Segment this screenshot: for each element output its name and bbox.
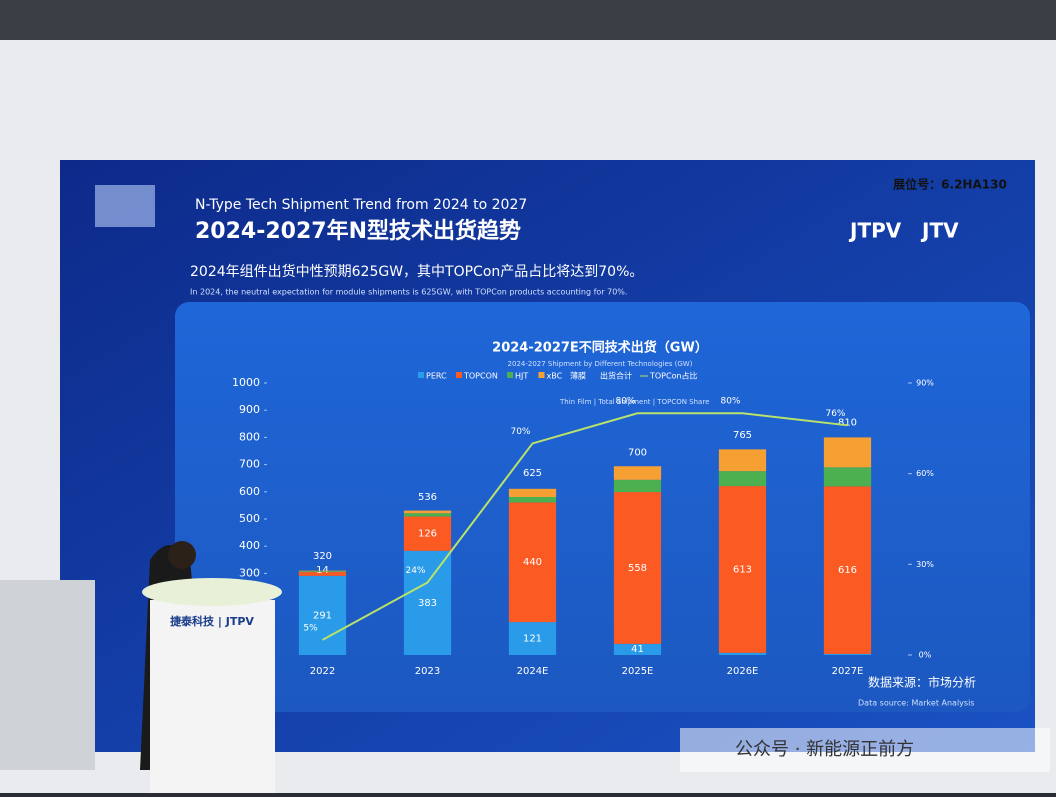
chart-panel <box>175 302 1030 712</box>
value-label: 126 <box>418 529 437 540</box>
y2-tick-label: 60% <box>916 469 934 478</box>
bar-segment <box>298 570 347 572</box>
booth: 展位号：6.2HA130 <box>893 177 1007 192</box>
total-label: 536 <box>418 492 437 503</box>
y-tick-label: 500 <box>239 512 260 525</box>
bar-segment <box>718 652 767 655</box>
y2-tick-label: 30% <box>916 560 934 569</box>
bar-segment <box>613 643 662 655</box>
total-label: 700 <box>628 448 647 459</box>
share-label: 70% <box>510 427 530 437</box>
value-label: 14 <box>316 565 329 576</box>
value-label: 383 <box>418 598 437 609</box>
title-en: N-Type Tech Shipment Trend from 2024 to … <box>195 197 527 213</box>
bar-segment <box>823 437 872 468</box>
x-tick-label: 2025E <box>622 666 654 677</box>
x-tick-label: 2026E <box>727 666 759 677</box>
bar-segment <box>298 572 347 576</box>
bar-segment <box>718 471 767 487</box>
y-tick-label: 800 <box>239 430 260 443</box>
flowers <box>142 578 282 606</box>
legend-label: TOPCon占比 <box>649 371 698 381</box>
bar-segment <box>403 510 452 514</box>
share-label: 5% <box>303 623 318 633</box>
bar-segment <box>508 496 557 503</box>
logo: JTPV <box>848 219 902 243</box>
y2-tick-label: 0% <box>919 651 932 660</box>
share-line <box>322 412 848 641</box>
title: 2024-2027年N型技术出货趋势 <box>195 218 521 244</box>
y2-tick-label: 90% <box>916 379 934 388</box>
value-label: 613 <box>733 564 752 575</box>
y-tick-label: 400 <box>239 539 260 552</box>
share-label: 80% <box>720 397 740 407</box>
bar-segment <box>718 486 767 653</box>
bar-segment <box>298 571 347 573</box>
bar-segment <box>508 488 557 497</box>
logo2: JTV <box>920 219 959 243</box>
bar-segment <box>403 550 452 655</box>
bar-segment <box>298 575 347 655</box>
legend-label: 薄膜 <box>570 371 586 381</box>
share-label: 80% <box>615 397 635 407</box>
value-label: 41 <box>631 644 644 655</box>
legend-swatch <box>418 372 424 378</box>
total-label: 765 <box>733 430 752 441</box>
speaker-head <box>168 541 196 569</box>
y-tick-label: 700 <box>239 458 260 471</box>
podium <box>150 600 275 793</box>
podium-label: 捷泰科技 | JTPV <box>170 614 254 628</box>
legend-swatch <box>456 372 462 378</box>
value-label: 558 <box>628 563 647 574</box>
bar-segment <box>823 653 872 655</box>
value-label: 121 <box>523 634 542 645</box>
legend-label: HJT <box>515 372 528 381</box>
legend-swatch <box>538 372 545 378</box>
legend-label: PERC <box>426 372 447 381</box>
bar-segment <box>613 492 662 644</box>
source: 数据来源：市场分析 <box>868 675 976 690</box>
legend-label: xBC <box>547 372 563 381</box>
legend-swatch <box>507 372 513 378</box>
bar-segment <box>508 622 557 655</box>
bar-segment <box>403 513 452 517</box>
legend-label: TOPCON <box>463 372 498 381</box>
watermark-bg <box>680 728 1050 772</box>
legend-note: Thin Film | Total Shipment | TOPCON Shar… <box>559 398 709 406</box>
bar-segment <box>508 502 557 623</box>
y-tick-label: 900 <box>239 403 260 416</box>
value-label: 440 <box>523 557 542 568</box>
total-label: 810 <box>838 418 857 429</box>
y-tick-label: 300 <box>239 566 260 579</box>
source-en: Data source: Market Analysis <box>858 699 974 708</box>
bar-segment <box>403 516 452 551</box>
sign <box>0 580 95 770</box>
subtitle: 2024年组件出货中性预期625GW，其中TOPCon产品占比将达到70%。 <box>190 263 643 280</box>
bar-segment <box>613 479 662 493</box>
bar-segment <box>823 467 872 487</box>
y-tick-label: 1000 <box>232 376 260 389</box>
deco <box>95 185 155 227</box>
bar-segment <box>823 486 872 654</box>
share-label: 76% <box>825 409 845 419</box>
chart-subtitle: 2024-2027 Shipment by Different Technolo… <box>508 360 693 368</box>
value-label: 616 <box>838 565 857 576</box>
subtitle-en: In 2024, the neutral expectation for mod… <box>190 288 627 297</box>
x-tick-label: 2027E <box>832 666 864 677</box>
watermark: 公众号 · 新能源正前方 <box>735 739 914 760</box>
total-label: 320 <box>313 551 332 562</box>
y-tick-label: 600 <box>239 485 260 498</box>
x-tick-label: 2024E <box>517 666 549 677</box>
total-label: 625 <box>523 468 542 479</box>
value-label: 291 <box>313 610 332 621</box>
share-label: 24% <box>405 566 425 576</box>
chart-title: 2024-2027E不同技术出货（GW） <box>492 340 708 356</box>
bar-segment <box>613 466 662 480</box>
bar-segment <box>718 449 767 472</box>
legend-label: 出货合计 <box>600 371 632 381</box>
x-tick-label: 2022 <box>310 666 335 677</box>
x-tick-label: 2023 <box>415 666 440 677</box>
